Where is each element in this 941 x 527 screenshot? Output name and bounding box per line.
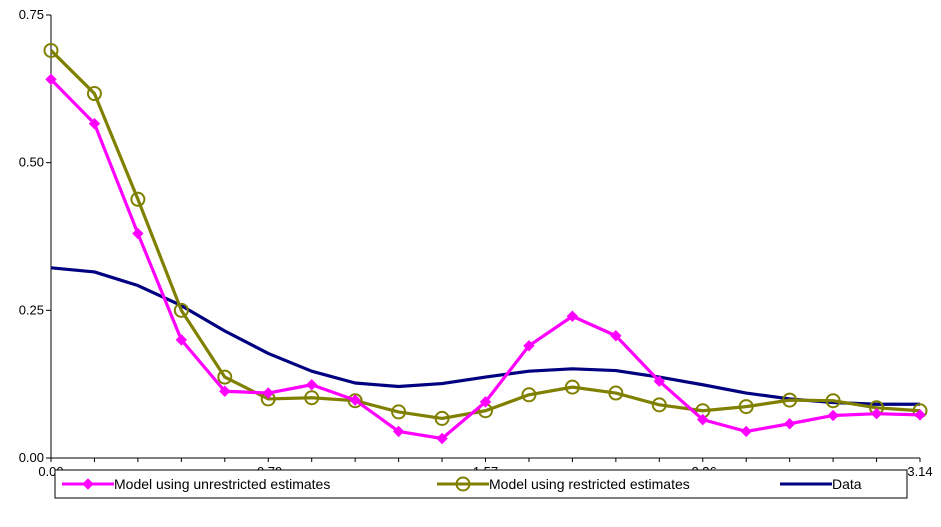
data-point [827, 409, 839, 422]
data-point [43, 42, 59, 58]
data-point [130, 191, 146, 207]
data-point [436, 432, 448, 445]
data-point [740, 425, 752, 438]
legend: Model using unrestricted estimates Model … [54, 469, 908, 499]
data-point [783, 418, 796, 430]
plot-area: 0.000.250.500.75 0.000.791.572.363.14 [19, 7, 933, 479]
legend-label: Model using restricted estimates [489, 476, 690, 492]
y-tick-label: 0.75 [19, 7, 44, 22]
data-point [608, 385, 624, 401]
series-line [49, 49, 921, 421]
data-point [219, 385, 231, 397]
data-point [653, 375, 666, 387]
data-point [305, 379, 318, 391]
data-point [304, 390, 320, 406]
data-point [392, 425, 405, 438]
legend-item: Model using unrestricted estimates [62, 476, 330, 492]
data-point [566, 310, 579, 322]
y-tick-label: 0.25 [19, 302, 44, 317]
data-point [45, 73, 57, 86]
legend-label: Model using unrestricted estimates [114, 476, 330, 492]
data-point [434, 410, 450, 426]
series-layer [43, 42, 928, 445]
series-line [49, 78, 921, 441]
data-point [697, 413, 709, 426]
series-line [50, 266, 920, 406]
data-point [175, 334, 188, 346]
data-point [523, 340, 535, 352]
legend-marker [82, 478, 94, 490]
data-point [914, 409, 926, 421]
legend-marker [455, 476, 471, 492]
legend-item: Model using restricted estimates [437, 476, 690, 492]
y-tick-label: 0.50 [19, 155, 44, 170]
data-point [651, 397, 667, 413]
data-point [521, 387, 537, 403]
y-tick-label: 0.00 [19, 450, 44, 465]
data-point [86, 86, 102, 102]
data-point [870, 407, 883, 420]
legend-item: Data [780, 476, 862, 492]
data-point [88, 117, 101, 130]
data-point [564, 379, 580, 395]
data-point [825, 393, 841, 409]
data-point [132, 227, 144, 240]
data-point [610, 330, 622, 342]
legend-label: Data [832, 476, 862, 492]
data-point [262, 387, 274, 399]
data-point [479, 396, 492, 408]
data-point [349, 394, 361, 406]
data-point [217, 369, 233, 385]
data-point [782, 392, 798, 408]
series-model-using-restricted-estimates [43, 42, 928, 426]
data-point [738, 399, 754, 415]
x-tick-label: 3.14 [907, 464, 932, 479]
data-point [391, 404, 407, 420]
data-point [173, 302, 189, 318]
series-data [50, 266, 920, 406]
y-axis-ticks: 0.00 0.25 0.50 0.75 [19, 7, 51, 465]
data-point [347, 393, 363, 409]
series-model-using-unrestricted-estimates [45, 73, 926, 445]
